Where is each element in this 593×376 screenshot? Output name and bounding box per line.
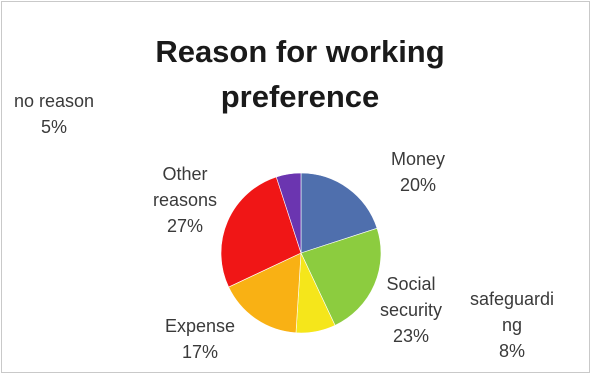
data-label-other-reasons: Other reasons 27% — [153, 164, 217, 236]
data-label-money: Money 20% — [391, 149, 445, 195]
pie-slice-expense — [228, 252, 302, 334]
data-label-no-reason: no reason 5% — [14, 91, 94, 137]
pie-slice-other-reasons — [220, 176, 302, 288]
data-label-safeguardi-ng: safeguardi ng 8% — [470, 289, 554, 361]
pie-slices — [220, 172, 382, 334]
pie-slice-social-security — [300, 227, 382, 326]
chart-title-line-1: Reason for working — [155, 34, 444, 69]
pie-slice-no-reason — [275, 172, 302, 254]
data-label-social-security: Social security 23% — [380, 274, 442, 346]
data-labels: Money 20% Social security 23% safeguardi ng 8% E… — [14, 91, 554, 362]
data-label-expense: Expense 17% — [165, 316, 235, 362]
pie-slice-money — [300, 172, 378, 254]
chart-title-line-2: preference — [221, 79, 380, 114]
